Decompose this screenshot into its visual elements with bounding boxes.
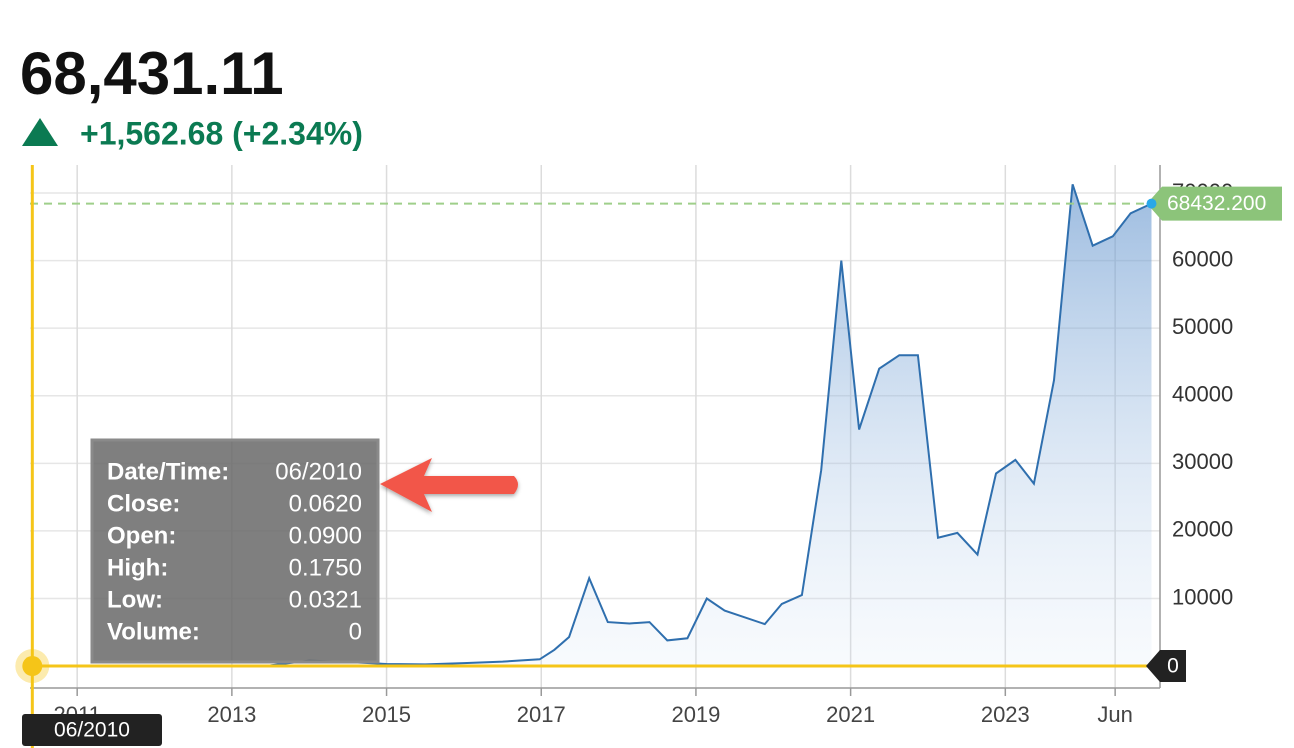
tooltip-box xyxy=(90,438,380,664)
annotation-arrow xyxy=(380,458,518,512)
up-arrow xyxy=(22,118,58,146)
price-change: +1,562.68 (+2.34%) xyxy=(80,115,363,151)
y-tick-label: 40000 xyxy=(1172,382,1233,407)
y-tick-label: 60000 xyxy=(1172,246,1233,271)
y-tick-label: 10000 xyxy=(1172,584,1233,609)
last-price-label: 68432.200 xyxy=(1167,192,1266,215)
last-price-tag xyxy=(1147,186,1282,221)
tooltip-value: 0.1750 xyxy=(289,554,362,581)
area xyxy=(32,184,1152,667)
tooltip-label: Close: xyxy=(107,490,180,517)
crosshair-y-tag xyxy=(1146,650,1186,683)
x-tick-label: 2021 xyxy=(826,702,875,727)
tooltip-label: Low: xyxy=(107,586,163,613)
tooltip: Date/Time: 06/2010 Close: 0.0620 Open: 0.0900… xyxy=(90,438,380,664)
x-tick-label: 2015 xyxy=(362,702,411,727)
tooltip-value: 0.0321 xyxy=(289,586,362,613)
crosshair-x-tag xyxy=(22,714,162,746)
x-tick-label: 2017 xyxy=(517,702,566,727)
tooltip-label: Open: xyxy=(107,522,176,549)
tooltip-value: 0 xyxy=(349,618,362,645)
x-tick-label: 2019 xyxy=(671,702,720,727)
x-tick-label: 2013 xyxy=(207,702,256,727)
last-point xyxy=(1146,198,1157,209)
crosshair-y-label: 0 xyxy=(1167,655,1179,678)
tooltip-label: Date/Time: xyxy=(107,458,229,485)
crosshair-dot xyxy=(22,656,43,677)
tooltip-value: 0.0620 xyxy=(289,490,362,517)
y-tick-label: 30000 xyxy=(1172,449,1233,474)
tooltip-value: 0.0900 xyxy=(289,522,362,549)
crosshair-x-label: 06/2010 xyxy=(54,719,130,742)
x-tick-label: 2023 xyxy=(981,702,1030,727)
x-tick-label: Jun xyxy=(1097,702,1132,727)
y-tick-label: 50000 xyxy=(1172,314,1233,339)
y-tick-label: 20000 xyxy=(1172,517,1233,542)
price: 68,431.11 xyxy=(20,40,284,107)
tooltip-label: High: xyxy=(107,554,168,581)
tooltip-value: 06/2010 xyxy=(275,458,362,485)
tooltip-label: Volume: xyxy=(107,618,200,645)
line xyxy=(32,183,1152,668)
